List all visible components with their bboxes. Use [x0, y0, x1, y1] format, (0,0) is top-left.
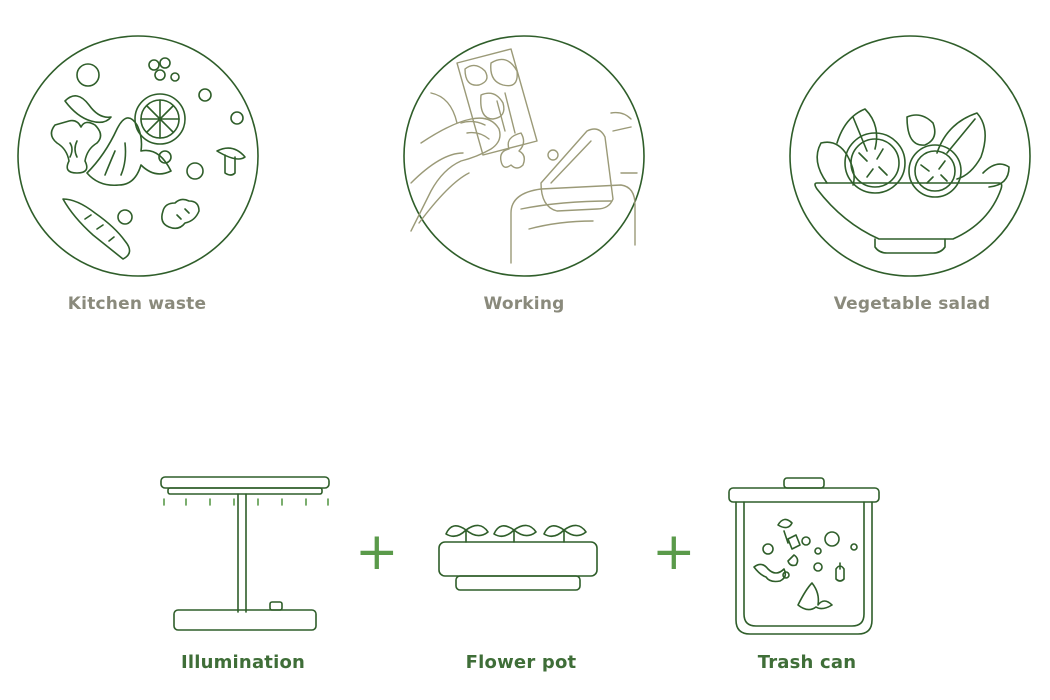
working-illustration-icon — [403, 35, 645, 277]
working-label: Working — [483, 294, 565, 314]
kitchen-waste-illustration-icon — [17, 35, 259, 277]
trash-can-label: Trash can — [757, 652, 857, 673]
illumination-label: Illumination — [180, 652, 306, 673]
vegetable-salad-illustration-icon — [789, 35, 1031, 277]
kitchen-waste-label: Kitchen waste — [67, 294, 207, 314]
grow-lamp-icon — [160, 476, 330, 631]
flower-pot-label: Flower pot — [465, 652, 577, 673]
flower-pot-icon — [438, 524, 598, 591]
trash-can-icon — [728, 477, 880, 635]
vegetable-salad-label: Vegetable salad — [833, 294, 991, 314]
plus-operator: + — [355, 522, 399, 582]
plus-operator: + — [652, 522, 696, 582]
